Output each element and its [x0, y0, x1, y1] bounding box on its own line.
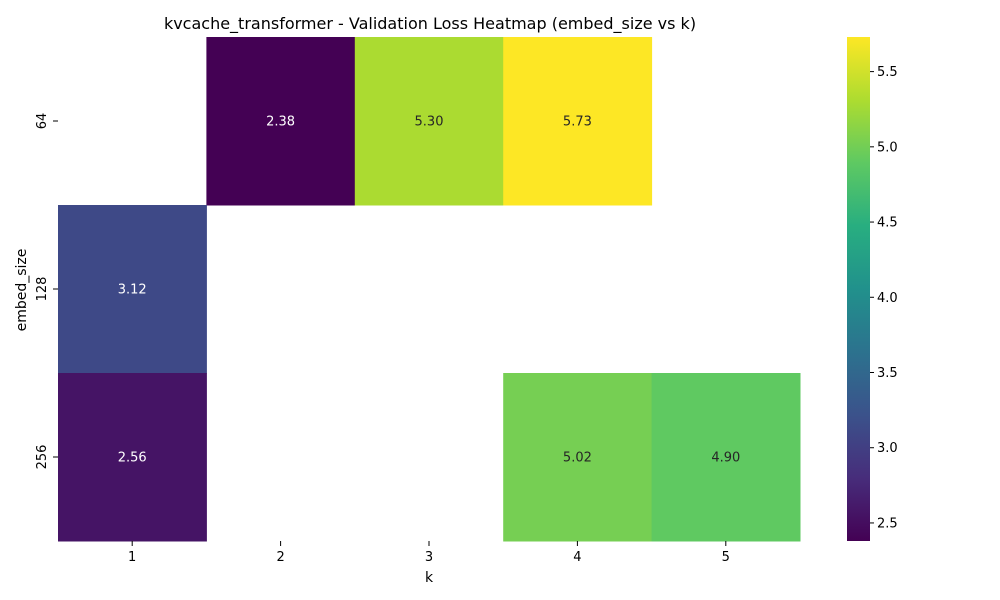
- cell-value-label: 2.56: [118, 451, 147, 466]
- x-tick-label: 3: [425, 550, 433, 565]
- heatmap-cell-labels: 2.38 5.30 5.73 3.12 2.56 5.02 4.90: [118, 115, 741, 466]
- heatmap-cells: [58, 37, 801, 542]
- cell-value-label: 3.12: [118, 283, 147, 298]
- x-tick-label: 1: [128, 550, 136, 565]
- cell-value-label: 5.73: [563, 115, 592, 130]
- y-tick-label: 256: [35, 445, 50, 470]
- y-tick-label: 64: [35, 113, 50, 130]
- heatmap-cell: [58, 205, 207, 374]
- x-tick-label: 5: [722, 550, 730, 565]
- x-tick-label: 2: [276, 550, 284, 565]
- heatmap-cell: [503, 37, 653, 206]
- heatmap-cell: [58, 373, 207, 542]
- x-axis-label: k: [425, 570, 434, 586]
- y-axis-label: embed_size: [14, 249, 30, 332]
- heatmap-cell: [206, 37, 356, 206]
- cell-value-label: 4.90: [711, 451, 740, 466]
- colorbar-tick-label: 5.5: [877, 65, 898, 80]
- heatmap-cell: [354, 37, 504, 206]
- colorbar-tick-label: 2.5: [877, 516, 898, 531]
- cell-value-label: 5.02: [563, 451, 592, 466]
- colorbar-ticks: 2.5 3.0 3.5 4.0 4.5 5.0 5.5: [870, 65, 898, 531]
- y-axis-ticks: 64 128 256: [35, 113, 58, 470]
- chart-title: kvcache_transformer - Validation Loss He…: [164, 14, 696, 34]
- heatmap-cell: [503, 373, 653, 542]
- x-tick-label: 4: [573, 550, 581, 565]
- colorbar-tick-label: 3.0: [877, 441, 898, 456]
- colorbar-tick-label: 3.5: [877, 366, 898, 381]
- cell-value-label: 5.30: [415, 115, 444, 130]
- colorbar-tick-label: 5.0: [877, 140, 898, 155]
- colorbar-tick-label: 4.0: [877, 291, 898, 306]
- colorbar-tick-label: 4.5: [877, 216, 898, 231]
- cell-value-label: 2.38: [266, 115, 295, 130]
- heatmap-cell: [651, 373, 801, 542]
- y-tick-label: 128: [35, 277, 50, 302]
- colorbar: [847, 37, 870, 541]
- x-axis-ticks: 1 2 3 4 5: [128, 541, 730, 565]
